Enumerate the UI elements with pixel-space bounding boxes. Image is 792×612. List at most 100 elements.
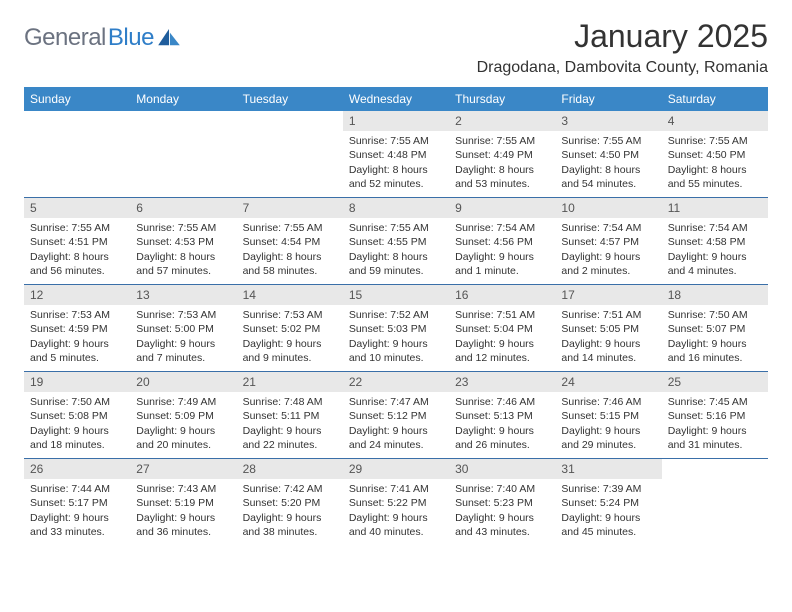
day-cell: 31Sunrise: 7:39 AMSunset: 5:24 PMDayligh…	[555, 459, 661, 545]
sunset-line: Sunset: 4:56 PM	[455, 235, 549, 249]
location-line: Dragodana, Dambovita County, Romania	[477, 59, 768, 77]
daylight-line: Daylight: 9 hours and 31 minutes.	[668, 424, 762, 452]
day-cell: 20Sunrise: 7:49 AMSunset: 5:09 PMDayligh…	[130, 372, 236, 458]
weeks-container: ...1Sunrise: 7:55 AMSunset: 4:48 PMDayli…	[24, 111, 768, 545]
day-details: Sunrise: 7:52 AMSunset: 5:03 PMDaylight:…	[343, 305, 449, 371]
day-details: Sunrise: 7:55 AMSunset: 4:51 PMDaylight:…	[24, 218, 130, 284]
sunrise-line: Sunrise: 7:54 AM	[561, 221, 655, 235]
sunset-line: Sunset: 5:15 PM	[561, 409, 655, 423]
day-cell: 26Sunrise: 7:44 AMSunset: 5:17 PMDayligh…	[24, 459, 130, 545]
sunset-line: Sunset: 4:54 PM	[243, 235, 337, 249]
sunrise-line: Sunrise: 7:41 AM	[349, 482, 443, 496]
day-number: .	[237, 111, 343, 131]
day-cell: 27Sunrise: 7:43 AMSunset: 5:19 PMDayligh…	[130, 459, 236, 545]
day-number: 27	[130, 459, 236, 479]
sunset-line: Sunset: 5:22 PM	[349, 496, 443, 510]
day-number: 10	[555, 198, 661, 218]
sunset-line: Sunset: 4:59 PM	[30, 322, 124, 336]
day-cell: 12Sunrise: 7:53 AMSunset: 4:59 PMDayligh…	[24, 285, 130, 371]
day-cell: .	[237, 111, 343, 197]
day-cell: 19Sunrise: 7:50 AMSunset: 5:08 PMDayligh…	[24, 372, 130, 458]
sunrise-line: Sunrise: 7:53 AM	[30, 308, 124, 322]
day-cell: 8Sunrise: 7:55 AMSunset: 4:55 PMDaylight…	[343, 198, 449, 284]
sunset-line: Sunset: 5:17 PM	[30, 496, 124, 510]
title-block: January 2025 Dragodana, Dambovita County…	[477, 18, 768, 77]
daylight-line: Daylight: 9 hours and 12 minutes.	[455, 337, 549, 365]
weekday-label: Thursday	[449, 87, 555, 111]
calendar: SundayMondayTuesdayWednesdayThursdayFrid…	[24, 87, 768, 545]
daylight-line: Daylight: 9 hours and 1 minute.	[455, 250, 549, 278]
sunset-line: Sunset: 4:50 PM	[561, 148, 655, 162]
day-cell: 22Sunrise: 7:47 AMSunset: 5:12 PMDayligh…	[343, 372, 449, 458]
day-number: 26	[24, 459, 130, 479]
sunset-line: Sunset: 5:16 PM	[668, 409, 762, 423]
day-number: 17	[555, 285, 661, 305]
sunrise-line: Sunrise: 7:54 AM	[455, 221, 549, 235]
day-cell: 28Sunrise: 7:42 AMSunset: 5:20 PMDayligh…	[237, 459, 343, 545]
day-details: Sunrise: 7:54 AMSunset: 4:57 PMDaylight:…	[555, 218, 661, 284]
sunrise-line: Sunrise: 7:53 AM	[243, 308, 337, 322]
daylight-line: Daylight: 8 hours and 54 minutes.	[561, 163, 655, 191]
day-cell: 7Sunrise: 7:55 AMSunset: 4:54 PMDaylight…	[237, 198, 343, 284]
logo: GeneralBlue	[24, 24, 180, 52]
day-details: Sunrise: 7:55 AMSunset: 4:48 PMDaylight:…	[343, 131, 449, 197]
day-details: Sunrise: 7:55 AMSunset: 4:54 PMDaylight:…	[237, 218, 343, 284]
sunrise-line: Sunrise: 7:55 AM	[243, 221, 337, 235]
day-cell: 21Sunrise: 7:48 AMSunset: 5:11 PMDayligh…	[237, 372, 343, 458]
week-row: 19Sunrise: 7:50 AMSunset: 5:08 PMDayligh…	[24, 371, 768, 458]
sunrise-line: Sunrise: 7:47 AM	[349, 395, 443, 409]
sunset-line: Sunset: 5:11 PM	[243, 409, 337, 423]
daylight-line: Daylight: 9 hours and 9 minutes.	[243, 337, 337, 365]
day-cell: 5Sunrise: 7:55 AMSunset: 4:51 PMDaylight…	[24, 198, 130, 284]
sunset-line: Sunset: 5:19 PM	[136, 496, 230, 510]
day-cell: 9Sunrise: 7:54 AMSunset: 4:56 PMDaylight…	[449, 198, 555, 284]
sunrise-line: Sunrise: 7:54 AM	[668, 221, 762, 235]
day-number: 30	[449, 459, 555, 479]
sunset-line: Sunset: 5:04 PM	[455, 322, 549, 336]
sunset-line: Sunset: 5:12 PM	[349, 409, 443, 423]
day-details: Sunrise: 7:50 AMSunset: 5:08 PMDaylight:…	[24, 392, 130, 458]
day-cell: 6Sunrise: 7:55 AMSunset: 4:53 PMDaylight…	[130, 198, 236, 284]
sunset-line: Sunset: 4:50 PM	[668, 148, 762, 162]
day-details: Sunrise: 7:45 AMSunset: 5:16 PMDaylight:…	[662, 392, 768, 458]
daylight-line: Daylight: 9 hours and 38 minutes.	[243, 511, 337, 539]
header-row: GeneralBlue January 2025 Dragodana, Damb…	[24, 18, 768, 77]
day-details: Sunrise: 7:51 AMSunset: 5:04 PMDaylight:…	[449, 305, 555, 371]
day-number: 19	[24, 372, 130, 392]
day-details: Sunrise: 7:55 AMSunset: 4:49 PMDaylight:…	[449, 131, 555, 197]
week-row: 12Sunrise: 7:53 AMSunset: 4:59 PMDayligh…	[24, 284, 768, 371]
day-details: Sunrise: 7:46 AMSunset: 5:13 PMDaylight:…	[449, 392, 555, 458]
day-details: Sunrise: 7:53 AMSunset: 5:02 PMDaylight:…	[237, 305, 343, 371]
sunset-line: Sunset: 5:20 PM	[243, 496, 337, 510]
sunrise-line: Sunrise: 7:48 AM	[243, 395, 337, 409]
sunset-line: Sunset: 4:55 PM	[349, 235, 443, 249]
daylight-line: Daylight: 9 hours and 22 minutes.	[243, 424, 337, 452]
day-details: Sunrise: 7:53 AMSunset: 5:00 PMDaylight:…	[130, 305, 236, 371]
sunset-line: Sunset: 5:03 PM	[349, 322, 443, 336]
logo-text-2: Blue	[108, 24, 154, 52]
day-details: Sunrise: 7:44 AMSunset: 5:17 PMDaylight:…	[24, 479, 130, 545]
sunrise-line: Sunrise: 7:44 AM	[30, 482, 124, 496]
day-cell: 14Sunrise: 7:53 AMSunset: 5:02 PMDayligh…	[237, 285, 343, 371]
day-cell: 3Sunrise: 7:55 AMSunset: 4:50 PMDaylight…	[555, 111, 661, 197]
daylight-line: Daylight: 9 hours and 40 minutes.	[349, 511, 443, 539]
week-row: 5Sunrise: 7:55 AMSunset: 4:51 PMDaylight…	[24, 197, 768, 284]
sunrise-line: Sunrise: 7:50 AM	[668, 308, 762, 322]
daylight-line: Daylight: 8 hours and 52 minutes.	[349, 163, 443, 191]
logo-text-1: General	[24, 24, 106, 52]
sunrise-line: Sunrise: 7:49 AM	[136, 395, 230, 409]
daylight-line: Daylight: 8 hours and 55 minutes.	[668, 163, 762, 191]
sunset-line: Sunset: 4:51 PM	[30, 235, 124, 249]
sunset-line: Sunset: 4:48 PM	[349, 148, 443, 162]
daylight-line: Daylight: 9 hours and 7 minutes.	[136, 337, 230, 365]
sunset-line: Sunset: 5:13 PM	[455, 409, 549, 423]
day-number: 6	[130, 198, 236, 218]
week-row: ...1Sunrise: 7:55 AMSunset: 4:48 PMDayli…	[24, 111, 768, 197]
day-number: 28	[237, 459, 343, 479]
day-number: .	[662, 459, 768, 479]
sunset-line: Sunset: 4:57 PM	[561, 235, 655, 249]
weekday-label: Friday	[555, 87, 661, 111]
day-cell: 24Sunrise: 7:46 AMSunset: 5:15 PMDayligh…	[555, 372, 661, 458]
day-number: 31	[555, 459, 661, 479]
day-cell: 2Sunrise: 7:55 AMSunset: 4:49 PMDaylight…	[449, 111, 555, 197]
